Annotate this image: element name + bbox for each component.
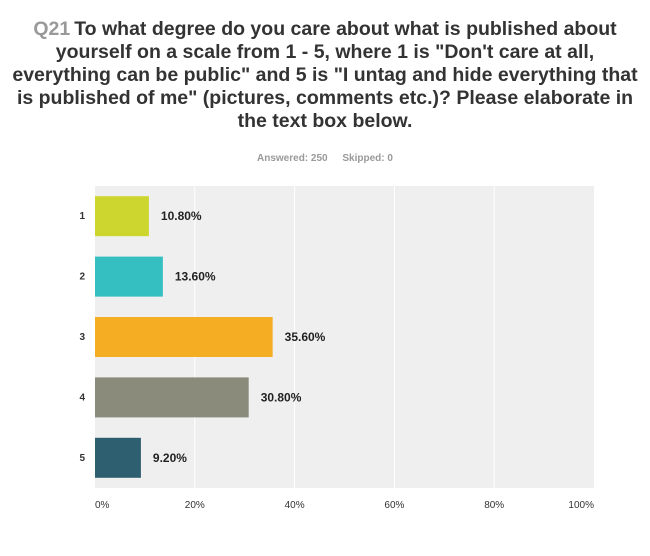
x-tick-label: 0%: [95, 500, 110, 511]
x-tick-label: 60%: [384, 500, 404, 511]
category-label-2: 2: [79, 272, 85, 283]
gridlines: [194, 186, 495, 488]
category-label-4: 4: [79, 392, 85, 403]
category-label-1: 1: [79, 211, 85, 222]
x-tick-label: 100%: [568, 500, 594, 511]
x-axis-ticks: 0% 20% 40% 60% 80% 100%: [95, 500, 594, 511]
x-tick-label: 80%: [484, 500, 504, 511]
data-label-4: 30.80%: [261, 390, 302, 404]
skipped-count: Skipped: 0: [342, 153, 393, 164]
answered-count: Answered: 250: [257, 153, 328, 164]
category-label-3: 3: [79, 332, 85, 343]
question-title: Q21 To what degree do you care about what…: [5, 18, 645, 133]
x-tick-label: 40%: [285, 500, 305, 511]
bars: [95, 196, 273, 478]
response-stats: Answered: 250 Skipped: 0: [0, 153, 650, 164]
data-label-5: 9.20%: [153, 451, 187, 465]
bar-4: [95, 377, 249, 418]
bar-3: [95, 317, 273, 357]
data-label-2: 13.60%: [175, 270, 216, 284]
data-label-1: 10.80%: [161, 209, 202, 223]
bar-2: [95, 256, 163, 297]
bar-1: [95, 196, 149, 237]
x-tick-label: 20%: [185, 500, 205, 511]
data-labels: 10.80% 13.60% 35.60% 30.80% 9.20%: [153, 209, 326, 465]
question-text: To what degree do you care about what is…: [12, 18, 638, 132]
bar-5: [95, 437, 141, 478]
category-labels: 1 2 3 4 5: [79, 211, 85, 464]
category-label-5: 5: [79, 453, 85, 464]
data-label-3: 35.60%: [285, 330, 326, 344]
question-header: Q21 To what degree do you care about what…: [0, 18, 650, 133]
question-number: Q21: [33, 18, 71, 40]
